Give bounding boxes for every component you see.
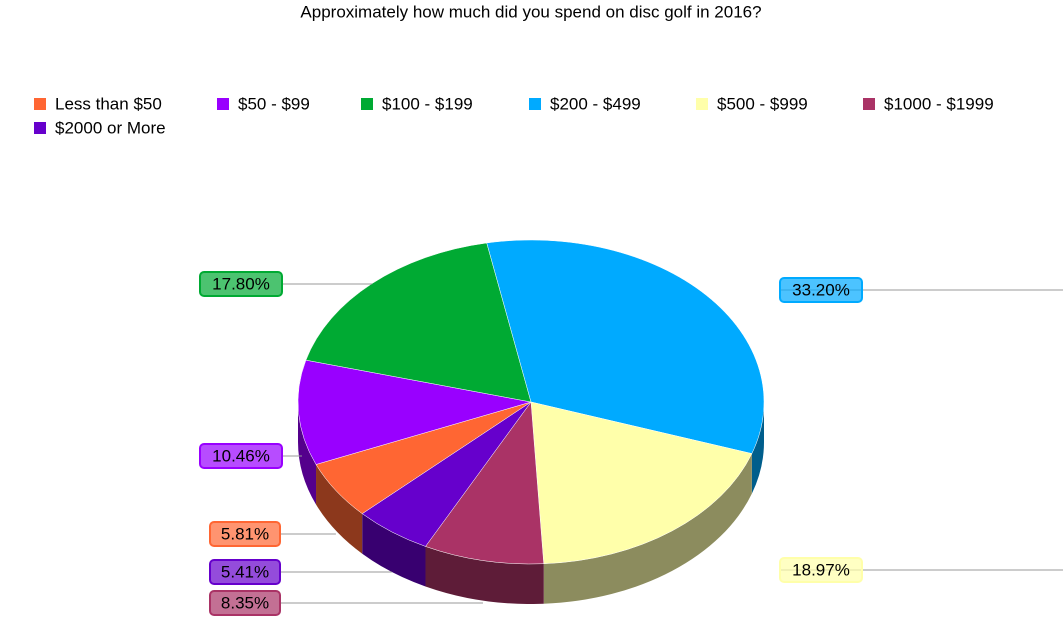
- legend-label: $100 - $199: [382, 94, 473, 113]
- slice-side: [362, 513, 426, 587]
- chart-title: Approximately how much did you spend on …: [300, 2, 761, 21]
- legend-swatch: [696, 98, 708, 110]
- data-label: 17.80%: [212, 274, 270, 293]
- legend-label: $200 - $499: [550, 94, 641, 113]
- slice: [530, 401, 753, 565]
- slice-side: [543, 453, 752, 604]
- legend-swatch: [217, 98, 229, 110]
- label-box: [209, 590, 281, 616]
- label-box: [209, 521, 281, 547]
- label-box: [199, 443, 283, 469]
- data-label: 5.81%: [221, 524, 269, 543]
- legend-swatch: [863, 98, 875, 110]
- data-label: 5.41%: [221, 562, 269, 581]
- data-label: 8.35%: [221, 593, 269, 612]
- legend-label: $50 - $99: [238, 94, 310, 113]
- data-label: 33.20%: [792, 280, 850, 299]
- legend-label: $2000 or More: [55, 118, 166, 137]
- legend-swatch: [34, 98, 46, 110]
- label-box: [209, 559, 281, 585]
- slice-side: [298, 402, 317, 505]
- slice: [425, 401, 545, 565]
- slice: [305, 242, 532, 403]
- slice-side: [751, 402, 764, 494]
- legend-swatch: [529, 98, 541, 110]
- label-box: [779, 277, 863, 303]
- data-label: 10.46%: [212, 446, 270, 465]
- legend-label: $500 - $999: [717, 94, 808, 113]
- label-box: [779, 557, 863, 583]
- slice: [297, 359, 532, 465]
- slice-side: [425, 546, 544, 604]
- legend-swatch: [34, 122, 46, 134]
- data-label: 18.97%: [792, 560, 850, 579]
- slice: [486, 239, 765, 454]
- label-box: [199, 271, 283, 297]
- slice: [361, 401, 532, 547]
- legend-label: $1000 - $1999: [884, 94, 994, 113]
- legend-label: Less than $50: [55, 94, 162, 113]
- slice-side: [316, 464, 363, 554]
- legend-swatch: [361, 98, 373, 110]
